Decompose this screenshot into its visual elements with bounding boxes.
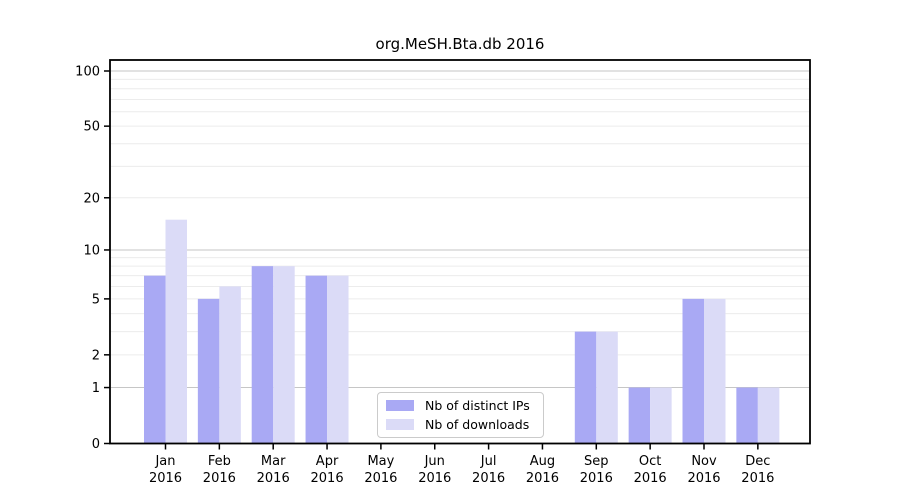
y-tick-label: 50 [83,120,100,135]
x-tick-label-month: Aug [530,454,555,469]
x-tick-label-month: Jun [424,454,445,469]
x-tick-label-year: 2016 [364,471,397,486]
x-tick-label-year: 2016 [418,471,451,486]
x-tick-label-year: 2016 [634,471,667,486]
y-tick-label: 100 [75,65,100,80]
legend-item-distinct-ips: Nb of distinct IPs [386,398,535,413]
x-tick-label-month: Oct [639,454,661,469]
x-tick-label-month: Nov [691,454,717,469]
x-tick-label-month: May [367,454,394,469]
y-tick-label: 20 [83,191,100,206]
legend-label-downloads: Nb of downloads [425,417,530,432]
bar-nb-of-downloads [704,298,726,444]
x-tick-label-year: 2016 [203,471,236,486]
x-tick-label-year: 2016 [472,471,505,486]
legend-swatch-distinct-ips [386,400,414,411]
y-tick-label: 10 [83,243,100,258]
legend: Nb of distinct IPs Nb of downloads [377,392,544,438]
bar-nb-of-distinct-ips [144,275,166,444]
y-tick-label: 2 [92,348,100,363]
chart-title: org.MeSH.Bta.db 2016 [375,35,545,53]
x-tick-label-month: Mar [261,454,286,469]
bar-nb-of-downloads [273,266,295,444]
x-tick-label-month: Feb [208,454,231,469]
x-tick-label-month: Apr [316,454,339,469]
bar-nb-of-downloads [165,219,187,444]
bar-nb-of-distinct-ips [574,331,597,444]
bar-nb-of-downloads [219,286,241,444]
y-tick-label: 5 [92,292,100,307]
bar-nb-of-distinct-ips [305,275,328,444]
x-tick-label-year: 2016 [687,471,720,486]
bar-nb-of-distinct-ips [628,387,651,444]
bar-nb-of-distinct-ips [736,387,758,444]
y-tick-label: 1 [92,381,100,396]
x-tick-label-year: 2016 [526,471,559,486]
legend-swatch-downloads [386,419,414,430]
x-tick-label-year: 2016 [149,471,182,486]
x-tick-label-year: 2016 [311,471,344,486]
legend-item-downloads: Nb of downloads [386,417,535,432]
x-tick-label-year: 2016 [580,471,613,486]
x-tick-label-month: Jul [480,454,497,469]
x-tick-label-month: Sep [584,454,609,469]
x-tick-label-year: 2016 [741,471,774,486]
bar-nb-of-downloads [757,387,780,444]
x-tick-label-month: Dec [745,454,770,469]
plot-frame [109,59,811,445]
bar-nb-of-downloads [596,331,618,444]
bar-nb-of-distinct-ips [197,298,220,444]
x-tick-label-month: Jan [154,454,175,469]
x-tick-label-year: 2016 [257,471,290,486]
y-tick-label: 0 [92,437,100,452]
bar-nb-of-downloads [650,387,672,444]
legend-label-distinct-ips: Nb of distinct IPs [425,398,530,413]
bar-nb-of-distinct-ips [251,266,274,444]
bar-nb-of-distinct-ips [682,298,704,444]
bar-nb-of-downloads [327,275,349,444]
